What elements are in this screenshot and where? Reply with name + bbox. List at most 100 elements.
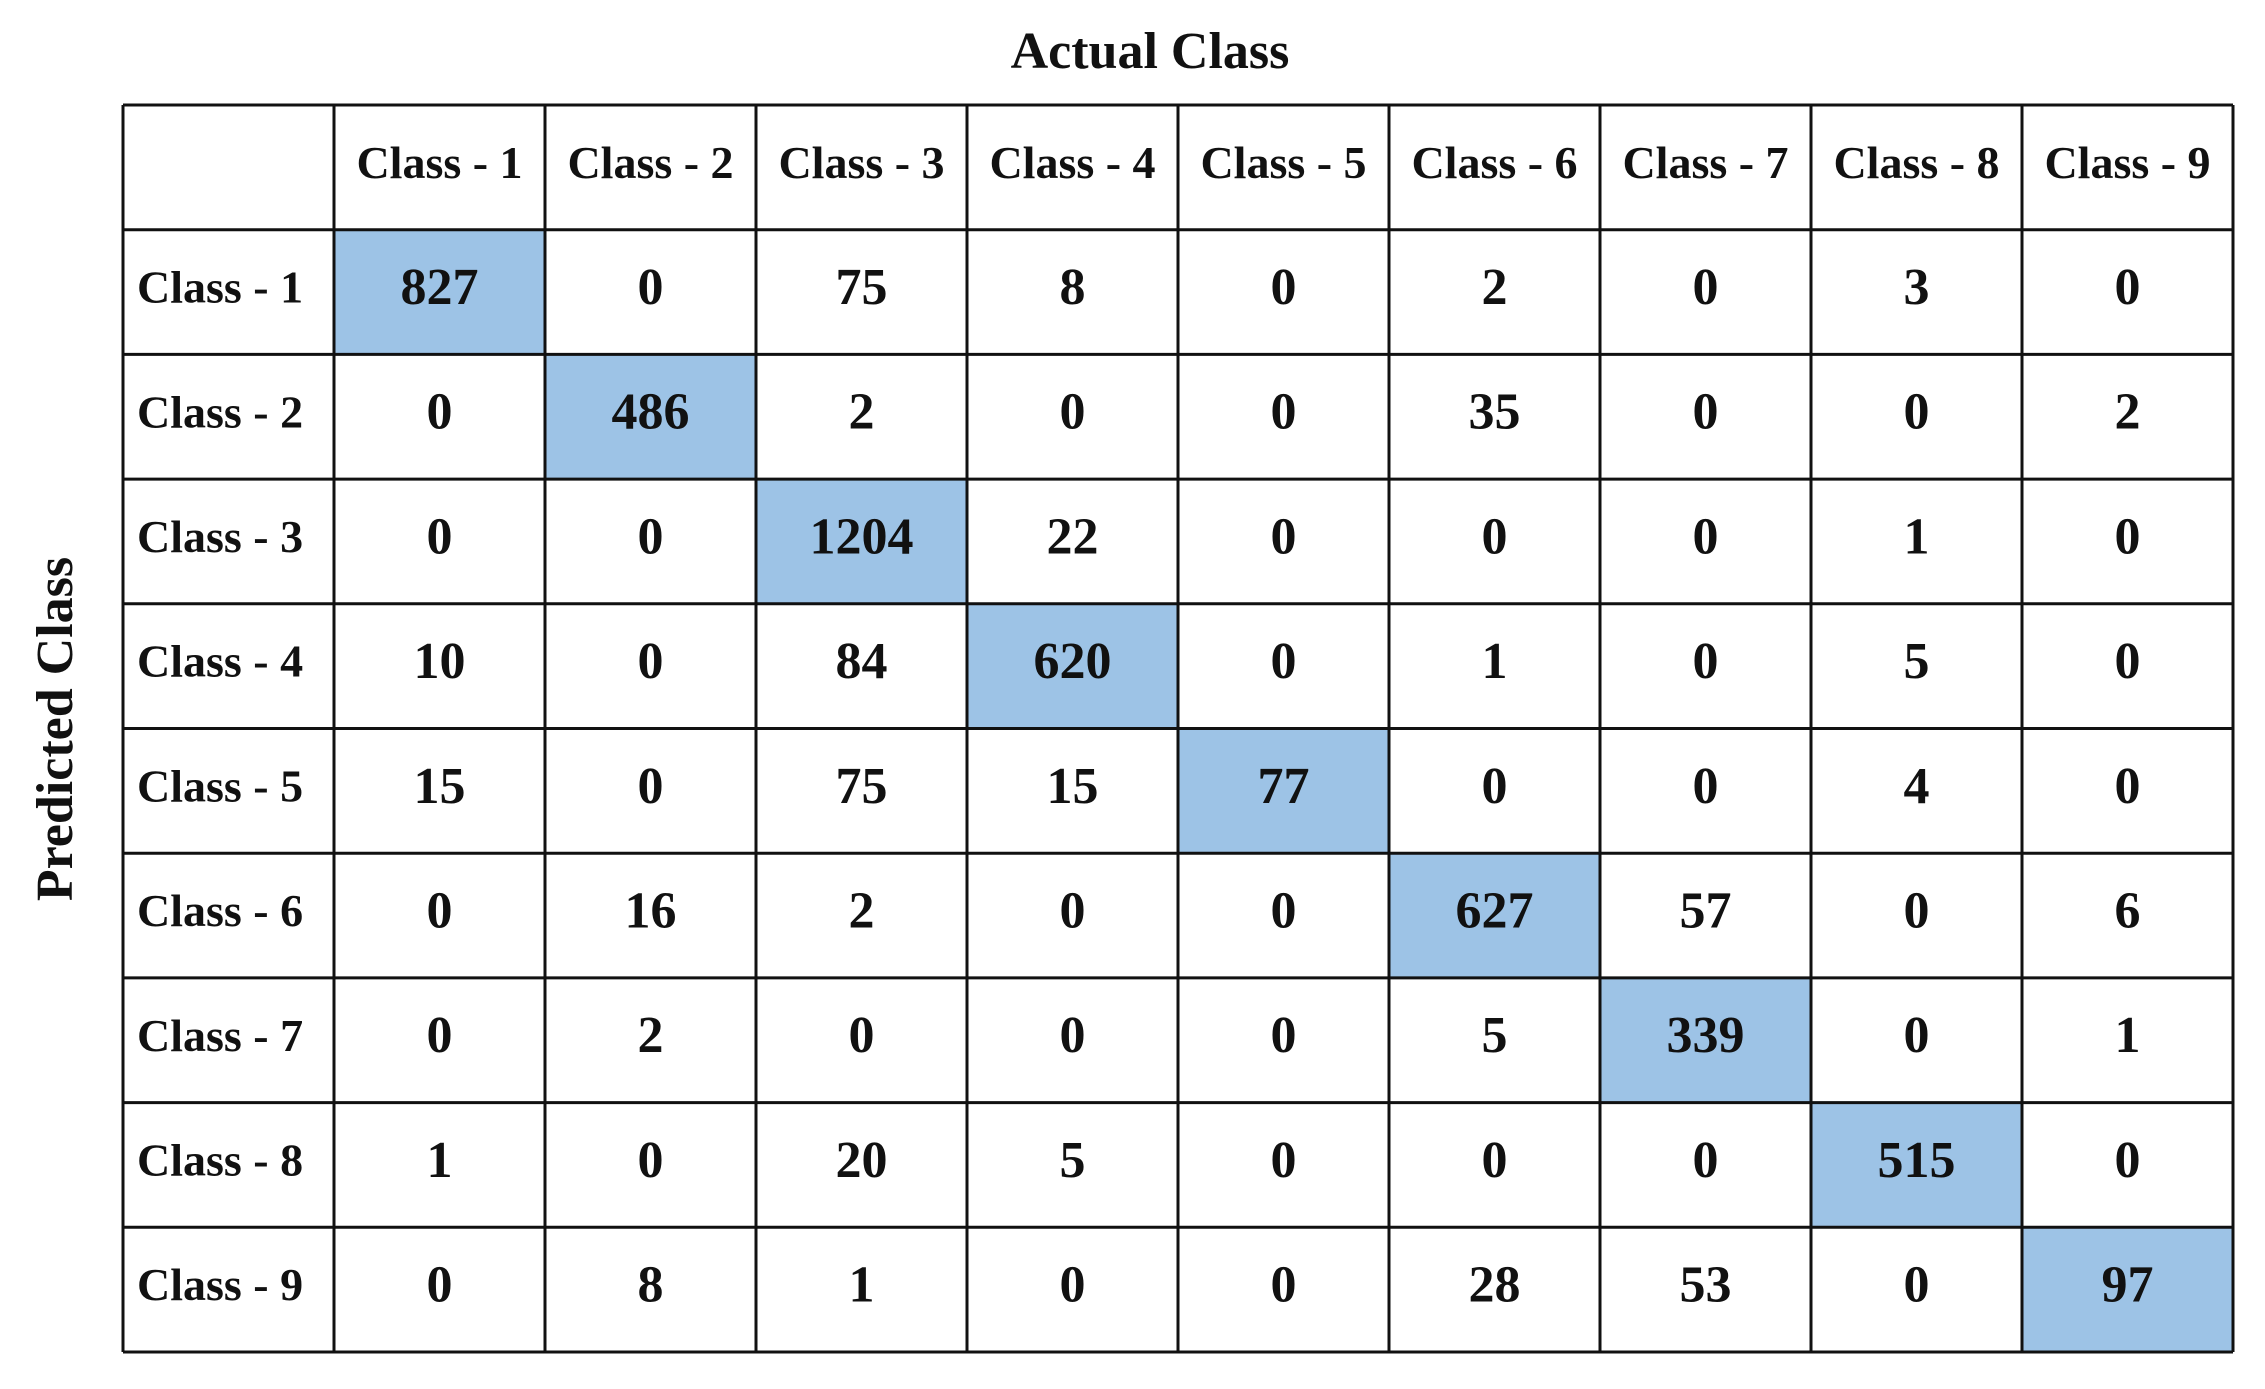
cell-value: 0: [638, 508, 664, 565]
cell-value: 22: [1047, 508, 1099, 565]
cell-value: 0: [2115, 259, 2141, 316]
row-header: Class - 8: [137, 1135, 303, 1186]
column-header: Class - 9: [2044, 137, 2210, 188]
row-header: Class - 6: [137, 885, 303, 936]
cell-value: 5: [1060, 1132, 1086, 1189]
predicted-class-title: Predicted Class: [27, 557, 84, 901]
cell-value: 77: [1258, 758, 1310, 815]
cell-value: 1: [427, 1132, 453, 1189]
cell-value: 10: [414, 633, 466, 690]
cell-value: 0: [1693, 633, 1719, 690]
cell-value: 0: [638, 1132, 664, 1189]
cell-value: 8: [1060, 259, 1086, 316]
cell-value: 0: [1904, 1007, 1930, 1064]
highlight-cell: [756, 479, 967, 604]
cell-value: 0: [638, 633, 664, 690]
cell-value: 0: [1060, 882, 1086, 939]
cell-value: 57: [1680, 882, 1732, 939]
cell-value: 0: [1904, 1257, 1930, 1314]
highlight-cell: [967, 603, 1178, 729]
cell-value: 0: [1271, 259, 1297, 316]
cell-value: 0: [1693, 508, 1719, 565]
highlight-cell: [1811, 1102, 2022, 1228]
cell-value: 0: [427, 384, 453, 441]
cell-value: 0: [1271, 508, 1297, 565]
cell-value: 827: [401, 259, 479, 316]
cell-value: 0: [638, 259, 664, 316]
cell-value: 5: [1904, 633, 1930, 690]
cell-value: 2: [849, 384, 875, 441]
cell-value: 20: [836, 1132, 888, 1189]
cell-value: 2: [849, 882, 875, 939]
cell-value: 1: [2115, 1007, 2141, 1064]
column-header: Class - 5: [1200, 137, 1366, 188]
cell-value: 339: [1667, 1007, 1745, 1064]
cell-value: 97: [2102, 1257, 2154, 1314]
cell-value: 0: [1271, 633, 1297, 690]
cell-value: 0: [2115, 758, 2141, 815]
highlight-cell: [2022, 1227, 2233, 1352]
row-header: Class - 1: [137, 262, 303, 313]
cell-value: 515: [1878, 1132, 1956, 1189]
cell-value: 2: [638, 1007, 664, 1064]
cell-value: 0: [1060, 1257, 1086, 1314]
cell-value: 0: [1271, 384, 1297, 441]
cell-value: 0: [1693, 384, 1719, 441]
column-header: Class - 7: [1622, 137, 1788, 188]
column-header: Class - 1: [356, 137, 522, 188]
cell-value: 0: [2115, 1132, 2141, 1189]
cell-value: 53: [1680, 1257, 1732, 1314]
cell-value: 84: [836, 633, 888, 690]
cell-value: 0: [427, 1257, 453, 1314]
cell-value: 0: [1693, 259, 1719, 316]
column-header: Class - 6: [1411, 137, 1577, 188]
cell-value: 15: [414, 758, 466, 815]
cell-value: 2: [2115, 384, 2141, 441]
column-header: Class - 3: [778, 137, 944, 188]
row-header: Class - 3: [137, 511, 303, 562]
cell-value: 0: [1482, 1132, 1508, 1189]
cell-value: 0: [638, 758, 664, 815]
cell-value: 35: [1469, 384, 1521, 441]
cell-value: 0: [427, 508, 453, 565]
matrix-table: Class - 1 Class - 2 Class - 3 Class - 4 Clas…: [121, 103, 2235, 1354]
cell-value: 0: [1482, 508, 1508, 565]
cell-value: 0: [1271, 882, 1297, 939]
cell-value: 2: [1482, 259, 1508, 316]
column-header: Class - 8: [1833, 137, 1999, 188]
cell-value: 0: [1693, 758, 1719, 815]
cell-value: 0: [427, 1007, 453, 1064]
column-header: Class - 2: [567, 137, 733, 188]
cell-value: 486: [612, 384, 690, 441]
cell-value: 0: [427, 882, 453, 939]
cell-value: 0: [1271, 1007, 1297, 1064]
row-header: Class - 2: [137, 386, 303, 437]
highlight-cell: [334, 229, 545, 355]
cell-value: 620: [1034, 633, 1112, 690]
cell-value: 0: [1904, 882, 1930, 939]
cell-value: 5: [1482, 1007, 1508, 1064]
actual-class-title: Actual Class: [1011, 23, 1290, 80]
row-header: Class - 9: [137, 1259, 303, 1310]
row-header: Class - 5: [137, 760, 303, 811]
cell-value: 0: [1904, 384, 1930, 441]
highlight-cell: [1389, 853, 1600, 978]
highlight-cell: [1178, 728, 1389, 854]
highlight-cell: [1600, 977, 1811, 1103]
cell-value: 0: [1271, 1257, 1297, 1314]
cell-value: 1: [849, 1257, 875, 1314]
cell-value: 1: [1904, 508, 1930, 565]
cell-value: 1: [1482, 633, 1508, 690]
cell-value: 627: [1456, 882, 1534, 939]
column-header: Class - 4: [989, 137, 1155, 188]
row-header: Class - 4: [137, 636, 303, 687]
cell-value: 15: [1047, 758, 1099, 815]
cell-value: 0: [1271, 1132, 1297, 1189]
cell-value: 0: [1060, 1007, 1086, 1064]
cell-value: 75: [836, 259, 888, 316]
cell-value: 1204: [810, 508, 914, 565]
cell-value: 8: [638, 1257, 664, 1314]
cell-value: 0: [1060, 384, 1086, 441]
cell-value: 0: [2115, 633, 2141, 690]
